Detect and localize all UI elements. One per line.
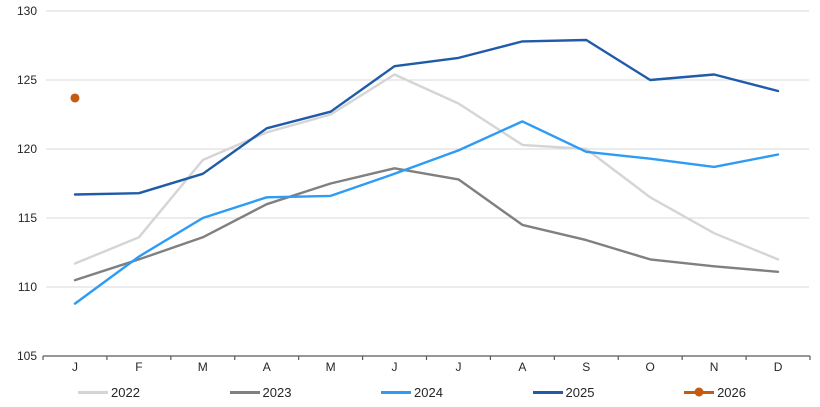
y-axis-label-115: 115 [18,211,37,225]
series-line-2023[interactable] [73,167,780,282]
legend-label-2026: 2026 [717,384,746,400]
x-axis-label-5: J [392,360,398,374]
x-axis-label-9: O [646,360,655,374]
legend-label-2025: 2025 [565,384,595,400]
x-axis-label-6: J [455,360,461,374]
x-axis-label-11: D [774,360,783,374]
legend-item-2024[interactable]: 2024 [381,386,443,399]
legend-swatch-2025 [532,390,563,394]
series-line-2022[interactable] [73,73,780,265]
legend-label-2022: 2022 [111,384,140,400]
x-axis-label-4: M [326,360,336,374]
legend-swatch-2024 [381,390,412,394]
series-point-2026[interactable] [70,93,80,103]
legend-label-2023: 2023 [262,384,292,400]
legend-item-2023[interactable]: 2023 [229,384,292,400]
x-axis-label-1: F [135,360,142,374]
x-axis-label-0: J [72,360,78,374]
legend-item-2026[interactable]: 2026 [684,386,746,399]
legend-swatch-2026 [684,387,715,397]
y-axis-label-105: 105 [17,349,37,363]
x-axis-label-2: M [198,360,208,374]
legend-marker-dot-2026 [694,387,704,397]
y-axis-label-120: 120 [17,142,37,156]
legend-swatch-2023 [229,390,260,394]
legend-item-2025[interactable]: 2025 [532,384,595,400]
legend: 2022 2023 2024 2025 2026 [78,380,746,404]
y-axis-label-130: 130 [17,4,37,18]
series-line-2025[interactable] [73,38,780,196]
legend-swatch-2022 [78,390,108,394]
x-axis-label-8: S [582,360,590,374]
series-line-2024[interactable] [73,120,780,305]
plot-svg: 105 110 115 120 125 130 J F M A M J J A S O N D [17,4,811,374]
x-axis-label-3: A [263,360,271,374]
legend-item-2022[interactable]: 2022 [78,386,140,399]
x-axis-label-10: N [710,360,719,374]
y-axis-label-125: 125 [17,73,37,87]
y-axis-label-110: 110 [18,280,37,294]
legend-label-2024: 2024 [414,384,443,400]
x-axis-label-7: A [518,360,526,374]
